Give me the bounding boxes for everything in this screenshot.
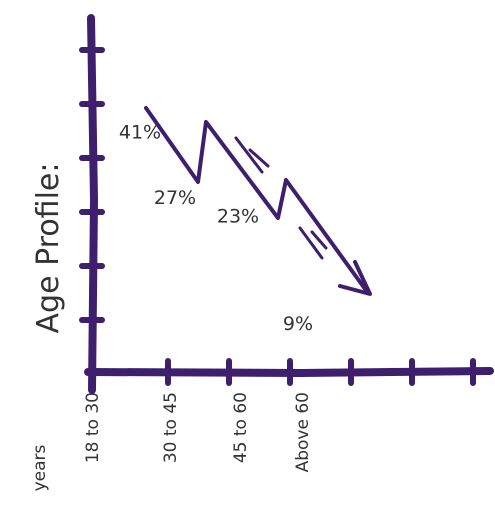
x-tick-label: 30 to 45 [161,392,181,463]
data-label: 27% [154,187,196,209]
x-tick-label: 45 to 60 [231,392,251,463]
sketch-stroke [248,148,270,168]
trend-line [144,106,370,295]
data-label: 9% [283,313,313,335]
arrow-head [338,260,372,296]
axes [79,14,494,394]
data-label: 23% [217,206,259,228]
y-axis-label: Age Profile: [31,163,66,334]
x-axis-label: years [30,444,50,491]
sketch-stroke [234,136,264,174]
trend-line-group [144,106,372,296]
labels-group: Age Profile: years 41% 27% 23% 9% 18 to 30 30… [30,122,313,492]
x-tick-label: 18 to 30 [83,392,103,463]
data-label: 41% [119,122,161,144]
y-axis-line [87,14,99,394]
x-axis-line [84,367,494,378]
sketch-stroke [298,226,324,260]
sketch-stroke [310,230,328,250]
x-tick-label: Above 60 [293,392,313,472]
